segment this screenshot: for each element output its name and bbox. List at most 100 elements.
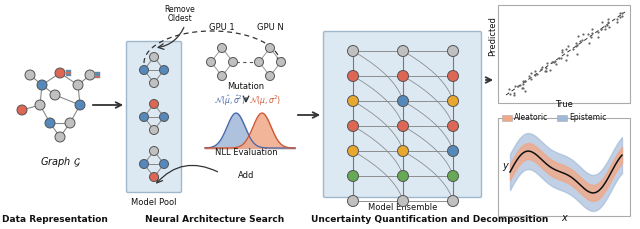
Point — [570, 41, 580, 45]
Point — [541, 69, 551, 73]
Circle shape — [266, 44, 275, 52]
Circle shape — [218, 44, 227, 52]
Point — [586, 35, 596, 39]
Bar — [95, 72, 100, 74]
Circle shape — [17, 105, 27, 115]
Point — [524, 74, 534, 78]
Point — [604, 25, 614, 28]
Point — [593, 35, 603, 38]
Point — [529, 69, 540, 73]
Point — [547, 60, 557, 63]
Text: $\mathcal{N}(\hat{\mu}, \hat{\sigma}^2)$: $\mathcal{N}(\hat{\mu}, \hat{\sigma}^2)$ — [214, 93, 246, 108]
Point — [600, 24, 610, 27]
Circle shape — [348, 145, 358, 156]
Point — [537, 65, 547, 69]
Circle shape — [150, 52, 159, 62]
Point — [510, 85, 520, 88]
Point — [603, 17, 613, 20]
Point — [616, 11, 627, 15]
Point — [593, 30, 603, 33]
Point — [614, 15, 625, 19]
Point — [573, 34, 583, 38]
Text: y: y — [502, 161, 508, 171]
Text: Graph $\mathcal{G}$: Graph $\mathcal{G}$ — [40, 155, 81, 169]
Circle shape — [447, 196, 458, 207]
Circle shape — [159, 112, 168, 122]
Circle shape — [37, 80, 47, 90]
Point — [504, 92, 515, 96]
Point — [548, 60, 559, 64]
Point — [536, 67, 547, 71]
Point — [517, 86, 527, 90]
Point — [518, 82, 528, 86]
Circle shape — [397, 196, 408, 207]
Circle shape — [348, 120, 358, 131]
Circle shape — [45, 118, 55, 128]
Circle shape — [218, 71, 227, 81]
Circle shape — [447, 71, 458, 82]
Circle shape — [397, 71, 408, 82]
Point — [525, 77, 536, 81]
Circle shape — [397, 95, 408, 106]
Circle shape — [348, 171, 358, 182]
Point — [600, 27, 611, 31]
Circle shape — [447, 95, 458, 106]
Point — [562, 53, 572, 57]
Text: Predicted: Predicted — [488, 16, 497, 56]
Circle shape — [447, 120, 458, 131]
Text: Aleatoric: Aleatoric — [514, 114, 548, 123]
Circle shape — [397, 120, 408, 131]
FancyBboxPatch shape — [498, 5, 630, 103]
Circle shape — [55, 132, 65, 142]
Text: Oldest: Oldest — [168, 14, 193, 23]
Text: $\mathcal{N}(\mu, \sigma^2)$: $\mathcal{N}(\mu, \sigma^2)$ — [249, 94, 281, 108]
Text: x: x — [561, 213, 567, 223]
Circle shape — [447, 46, 458, 57]
Point — [526, 71, 536, 75]
Circle shape — [159, 160, 168, 169]
Point — [550, 62, 561, 66]
Circle shape — [73, 80, 83, 90]
Circle shape — [397, 46, 408, 57]
Circle shape — [348, 71, 358, 82]
Text: Data Representation: Data Representation — [2, 215, 108, 224]
Point — [504, 87, 515, 91]
Point — [575, 39, 585, 42]
Text: Epistemic: Epistemic — [569, 114, 606, 123]
Point — [520, 79, 531, 83]
Circle shape — [348, 95, 358, 106]
Point — [561, 58, 571, 61]
Bar — [66, 74, 71, 76]
Point — [532, 72, 542, 76]
Point — [529, 74, 540, 77]
Text: Neural Architecture Search: Neural Architecture Search — [145, 215, 285, 224]
Circle shape — [447, 145, 458, 156]
Circle shape — [150, 99, 159, 109]
Point — [572, 44, 582, 48]
Circle shape — [207, 57, 216, 66]
Point — [542, 61, 552, 65]
Point — [520, 89, 530, 93]
Point — [509, 93, 519, 97]
Point — [572, 43, 582, 47]
Point — [556, 56, 566, 60]
Point — [596, 27, 606, 31]
Point — [587, 31, 597, 35]
Circle shape — [255, 57, 264, 66]
Point — [603, 20, 613, 24]
Point — [611, 20, 621, 24]
Point — [563, 44, 573, 48]
Circle shape — [150, 125, 159, 134]
Text: Add: Add — [238, 171, 254, 180]
Point — [596, 27, 606, 31]
Point — [612, 17, 622, 21]
Circle shape — [55, 68, 65, 78]
Point — [541, 66, 551, 70]
FancyBboxPatch shape — [502, 115, 512, 121]
Point — [540, 69, 550, 73]
Circle shape — [65, 118, 75, 128]
Circle shape — [348, 196, 358, 207]
Point — [554, 57, 564, 60]
Circle shape — [85, 70, 95, 80]
Text: Remove: Remove — [164, 5, 195, 14]
